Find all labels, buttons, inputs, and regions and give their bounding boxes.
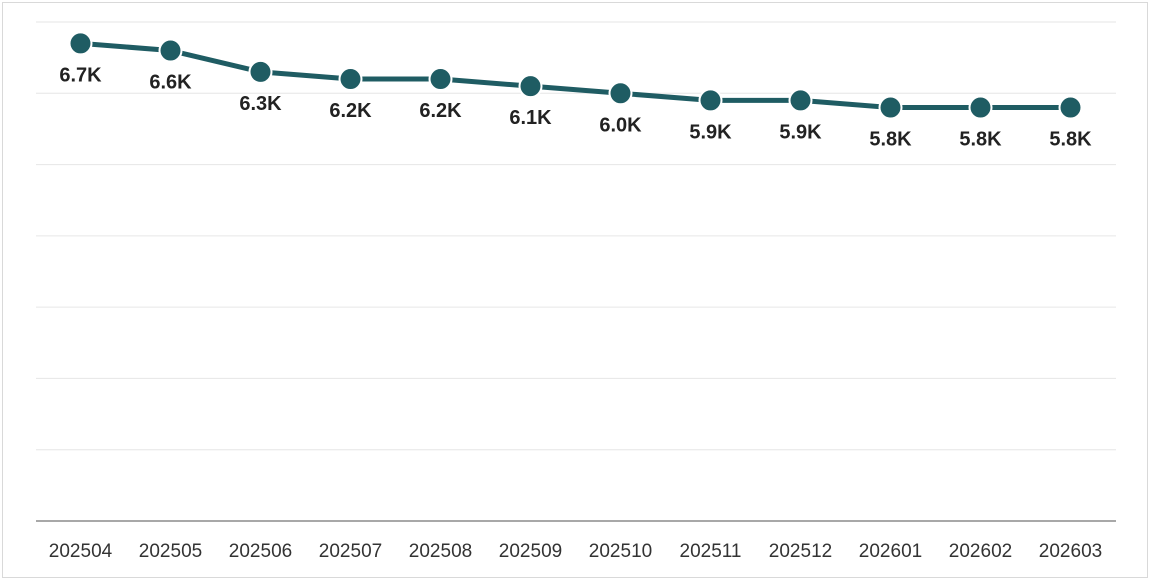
x-tick-labels: 202504 202505 202506 202507 202508 202509 2025… xyxy=(49,541,1102,562)
x-tick-label: 202601 xyxy=(859,541,922,562)
series-line xyxy=(78,40,1073,111)
x-tick-label: 202505 xyxy=(139,541,202,562)
data-label-202508: 6.2K xyxy=(419,100,462,122)
markers xyxy=(68,31,1083,120)
data-label-202509: 6.1K xyxy=(509,107,552,129)
data-point-202505 xyxy=(158,38,183,63)
gridlines xyxy=(36,21,1116,451)
data-label-202602: 5.8K xyxy=(959,129,1002,151)
data-label-202510: 6.0K xyxy=(599,114,642,136)
x-tick-label: 202506 xyxy=(229,541,292,562)
data-label-202511: 5.9K xyxy=(689,121,732,143)
data-point-202601 xyxy=(878,95,903,120)
data-point-202504 xyxy=(68,31,93,56)
x-tick-label: 202603 xyxy=(1039,541,1102,562)
data-label-202506: 6.3K xyxy=(239,93,282,115)
data-point-202508 xyxy=(428,67,453,92)
x-tick-label: 202512 xyxy=(769,541,832,562)
data-label-202505: 6.6K xyxy=(149,72,192,94)
data-labels: 6.7K 6.6K 6.3K 6.2K 6.2K 6.1K 6.0K 5.9K 5.9K 5.8K… xyxy=(59,64,1092,150)
data-label-202504: 6.7K xyxy=(59,64,102,86)
x-tick-label: 202509 xyxy=(499,541,562,562)
data-point-202510 xyxy=(608,81,633,106)
data-point-202512 xyxy=(788,88,813,113)
data-label-202603: 5.8K xyxy=(1049,129,1092,151)
data-label-202512: 5.9K xyxy=(779,121,822,143)
x-tick-label: 202510 xyxy=(589,541,652,562)
data-label-202507: 6.2K xyxy=(329,100,372,122)
data-point-202511 xyxy=(698,88,723,113)
data-point-202506 xyxy=(248,59,273,84)
data-label-202601: 5.8K xyxy=(869,129,912,151)
x-tick-label: 202602 xyxy=(949,541,1012,562)
x-tick-label: 202507 xyxy=(319,541,382,562)
data-point-202507 xyxy=(338,67,363,92)
x-tick-label: 202504 xyxy=(49,541,113,562)
x-tick-label: 202511 xyxy=(680,541,742,562)
data-point-202603 xyxy=(1058,95,1083,120)
data-point-202602 xyxy=(968,95,993,120)
x-tick-label: 202508 xyxy=(409,541,472,562)
data-point-202509 xyxy=(518,74,543,99)
